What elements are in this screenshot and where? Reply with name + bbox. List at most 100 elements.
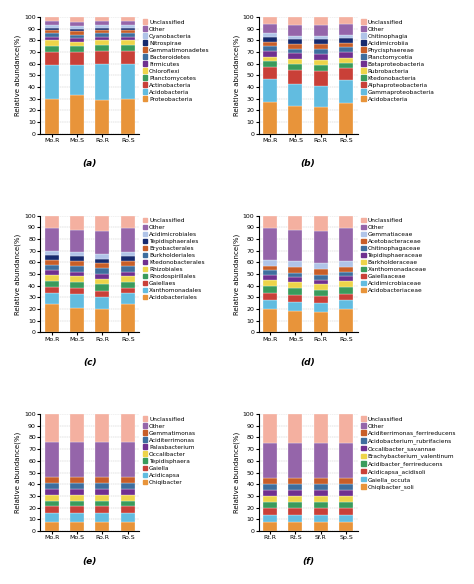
Bar [263,515,277,522]
Bar [121,64,135,99]
Bar [70,230,84,252]
Bar [70,288,84,294]
Bar [289,267,302,273]
Bar [263,57,277,61]
Bar [121,288,135,293]
Bar [45,65,59,99]
Text: (f): (f) [302,557,314,565]
Bar [45,304,59,332]
Bar [314,478,328,484]
Bar [339,294,353,300]
Bar [314,36,328,39]
Bar [289,230,302,261]
Bar [95,17,109,20]
Text: (e): (e) [82,557,97,565]
Bar [45,260,59,265]
Bar [45,414,59,442]
Bar [45,483,59,489]
Bar [314,284,328,290]
Bar [70,26,84,29]
Text: (d): (d) [301,358,316,367]
Bar [339,17,353,24]
Bar [339,507,353,515]
Legend: Unclassified, Other, Gemmatimonas, Aciditerrimonas, Palasbacterium, Occalibacter: Unclassified, Other, Gemmatimonas, Acidi… [140,414,199,487]
Bar [314,484,328,490]
Bar [289,302,302,311]
Bar [121,304,135,332]
Bar [45,46,59,52]
Bar [263,507,277,515]
Bar [70,252,84,256]
Bar [263,414,277,443]
Bar [339,38,353,43]
Bar [339,281,353,287]
Bar [314,296,328,303]
Bar [95,64,109,100]
Bar [45,52,59,65]
Bar [263,24,277,33]
Bar [95,279,109,284]
Text: (c): (c) [83,358,97,367]
Legend: Unclassified, Other, Acidimicrobiales, Tepidisphaerales, Bryobacterales, Burkhol: Unclassified, Other, Acidimicrobiales, T… [140,215,207,303]
Bar [339,68,353,80]
Bar [95,495,109,500]
Bar [70,215,84,230]
Bar [263,270,277,275]
Bar [314,60,328,65]
Bar [95,30,109,33]
Y-axis label: Relative abundance(%): Relative abundance(%) [234,234,240,315]
Bar [339,52,353,58]
Bar [289,53,302,59]
Bar [95,45,109,51]
Bar [263,260,277,266]
Bar [121,276,135,282]
Bar [314,48,328,54]
Bar [121,500,135,506]
Bar [289,69,302,84]
Bar [263,496,277,502]
Bar [314,280,328,284]
Bar [289,277,302,282]
Bar [339,515,353,522]
Bar [121,40,135,45]
Bar [45,477,59,483]
Bar [314,65,328,71]
Bar [263,266,277,270]
Bar [121,30,135,33]
Bar [263,275,277,280]
Bar [45,99,59,134]
Bar [45,20,59,25]
Bar [289,414,302,443]
Bar [121,442,135,477]
Bar [121,513,135,522]
Bar [121,483,135,489]
Bar [95,442,109,477]
Bar [95,25,109,27]
Bar [95,100,109,134]
Bar [263,46,277,51]
Bar [70,31,84,34]
Bar [339,300,353,309]
Bar [95,37,109,40]
Bar [45,40,59,46]
Bar [314,303,328,312]
Bar [95,506,109,513]
Y-axis label: Relative abundance(%): Relative abundance(%) [15,35,21,116]
Bar [45,30,59,33]
Bar [314,39,328,44]
Bar [121,17,135,20]
Bar [339,490,353,496]
Bar [95,268,109,274]
Bar [289,478,302,484]
Bar [121,228,135,252]
Bar [95,414,109,442]
Bar [339,502,353,507]
Bar [263,286,277,293]
Bar [289,515,302,522]
Bar [121,272,135,276]
Bar [339,309,353,332]
Bar [121,282,135,288]
Bar [314,86,328,107]
Bar [289,44,302,48]
Bar [45,287,59,293]
